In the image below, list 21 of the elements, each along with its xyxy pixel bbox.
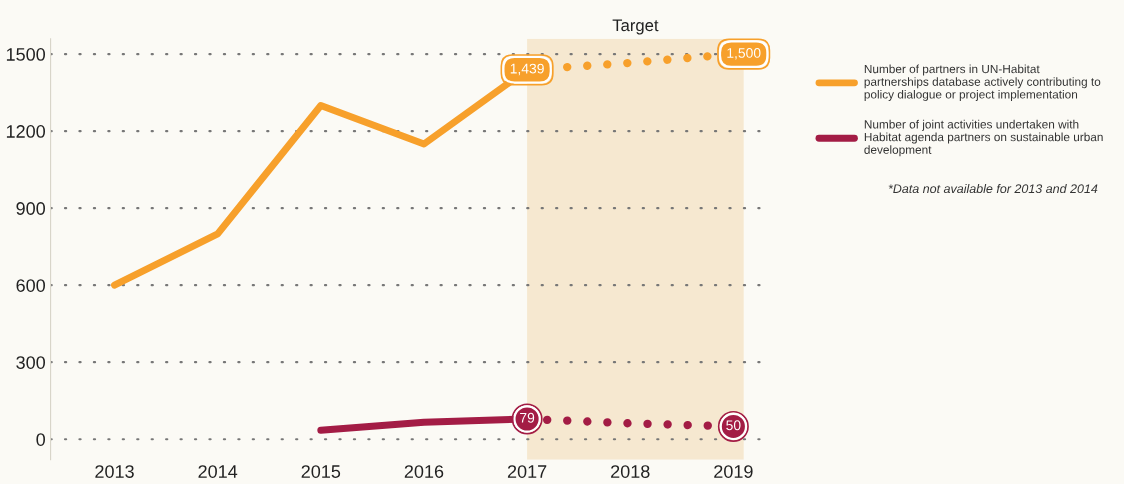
- x-tick-label: 2014: [198, 465, 238, 478]
- y-tick-label: 600: [16, 279, 46, 292]
- band-label: Target: [612, 19, 659, 35]
- y-tick-label: 1500: [6, 48, 46, 61]
- data-label: 1,439: [510, 63, 544, 76]
- y-tick-label: 300: [16, 356, 46, 369]
- data-label: 1,500: [727, 48, 761, 60]
- x-tick-label: 2016: [404, 465, 444, 478]
- x-tick-label: 2013: [95, 465, 134, 478]
- y-tick-label: 1200: [6, 125, 46, 138]
- x-tick-label: 2015: [301, 465, 341, 478]
- y-tick-label: 0: [36, 433, 46, 446]
- x-tick-label: 2018: [611, 465, 650, 478]
- y-tick-label: 900: [16, 202, 46, 215]
- legend-label: Number of joint activities undertaken with Habitat agenda partners on sustainable urban development: [864, 119, 1103, 157]
- data-label: 50: [726, 420, 741, 431]
- text: *Data not available for 2013 and 2014: [888, 183, 1098, 194]
- x-tick-label: 2019: [714, 465, 753, 478]
- data-label: 79: [520, 412, 535, 423]
- legend-label: Number of partners in UN-Habitat partnerships database actively contributing to policy dialogue or project implementation: [864, 64, 1101, 101]
- x-tick-label: 2017: [507, 465, 547, 478]
